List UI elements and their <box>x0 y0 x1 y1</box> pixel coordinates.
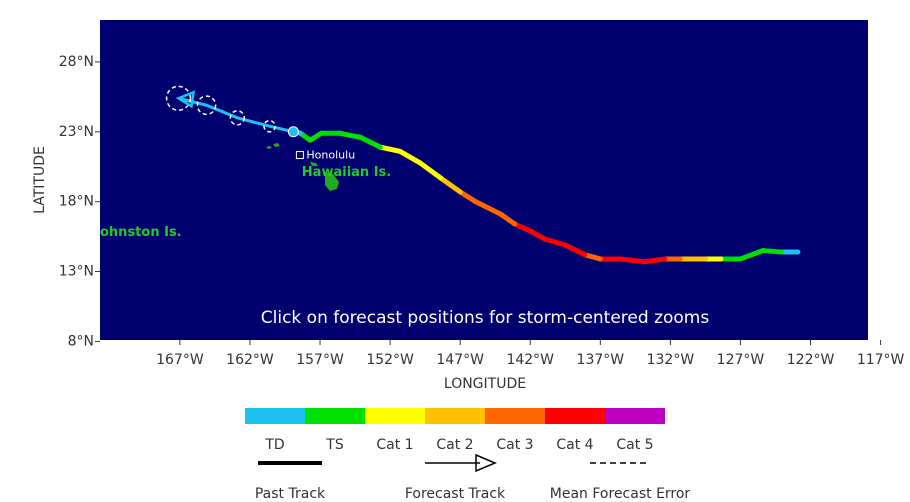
y-tick-label: 28°N <box>59 54 94 70</box>
city-marker <box>295 151 304 160</box>
legend-swatch <box>605 408 665 424</box>
x-tick-label: 157°W <box>296 352 344 368</box>
legend-swatch <box>425 408 485 424</box>
forecast-arrow-sample <box>475 453 497 473</box>
map-area[interactable] <box>100 20 868 340</box>
track-segment <box>642 256 668 265</box>
legend-label: Cat 5 <box>616 437 653 453</box>
y-tick-label: 18°N <box>59 194 94 210</box>
track-segment <box>377 144 403 154</box>
track-segment <box>527 228 549 242</box>
place-label: Honolulu <box>306 149 355 162</box>
island <box>273 143 280 147</box>
legend-swatch <box>545 408 605 424</box>
x-tick-label: 147°W <box>436 352 484 368</box>
legend-label: Mean Forecast Error <box>550 486 691 502</box>
x-tick-label: 167°W <box>156 352 204 368</box>
x-tick-label: 162°W <box>226 352 274 368</box>
land <box>266 143 339 191</box>
forecast-error-circle[interactable] <box>229 110 246 126</box>
legend-label: Cat 1 <box>376 437 413 453</box>
x-tick-label: 142°W <box>506 352 554 368</box>
y-tick-label: 13°N <box>59 264 94 280</box>
x-tick-label: 137°W <box>577 352 625 368</box>
forecast-error-circle[interactable] <box>196 95 217 116</box>
track-segment <box>582 252 603 262</box>
track-segment <box>397 148 423 166</box>
forecast-error-circle[interactable] <box>165 85 192 111</box>
legend-label: TD <box>264 437 284 453</box>
legend-swatch <box>485 408 545 424</box>
y-tick-label: 23°N <box>59 124 94 140</box>
x-tick-label: 117°W <box>857 352 905 368</box>
place-label: ohnston Is. <box>100 225 182 240</box>
plot: Honolulu Hawaiian Is. ohnston Is. <box>100 85 801 265</box>
legend-label: Forecast Track <box>405 486 506 502</box>
track-segment <box>337 130 364 140</box>
current-position <box>287 126 299 138</box>
legend-label: Cat 4 <box>556 437 593 453</box>
legend-label: TS <box>325 437 344 453</box>
track-segment <box>617 256 648 265</box>
island <box>310 162 318 166</box>
legend-swatch <box>365 408 425 424</box>
track-segment <box>760 248 784 255</box>
forecast-arrowhead <box>175 90 196 109</box>
y-tick-label: 8°N <box>68 333 94 349</box>
forecast-error-circle[interactable] <box>263 119 276 133</box>
legend-label: Cat 2 <box>436 437 473 453</box>
legend-swatch <box>305 408 365 424</box>
island <box>266 146 272 149</box>
track-segment <box>543 236 568 248</box>
place-label: Hawaiian Is. <box>302 165 391 180</box>
instruction: Click on forecast positions for storm-ce… <box>261 308 710 328</box>
track-segment <box>512 221 533 234</box>
track-segment <box>417 160 444 181</box>
legend-label: Past Track <box>255 486 326 502</box>
legend-label: Cat 3 <box>496 437 533 453</box>
track-segment <box>737 248 766 262</box>
track-segment <box>473 199 504 217</box>
track-segment <box>457 189 479 205</box>
x-tick-label: 127°W <box>717 352 765 368</box>
x-tick-label: 132°W <box>647 352 695 368</box>
y-axis-title: LATITUDE <box>32 146 48 214</box>
legend-swatch <box>245 408 305 424</box>
x-tick-label: 152°W <box>366 352 414 368</box>
x-tick-label: 122°W <box>787 352 835 368</box>
track-segment <box>562 242 588 258</box>
track-segment <box>498 211 518 227</box>
track-segment <box>358 134 383 150</box>
x-axis-title: LONGITUDE <box>444 376 526 392</box>
island <box>325 172 339 191</box>
track-segment <box>438 175 463 195</box>
